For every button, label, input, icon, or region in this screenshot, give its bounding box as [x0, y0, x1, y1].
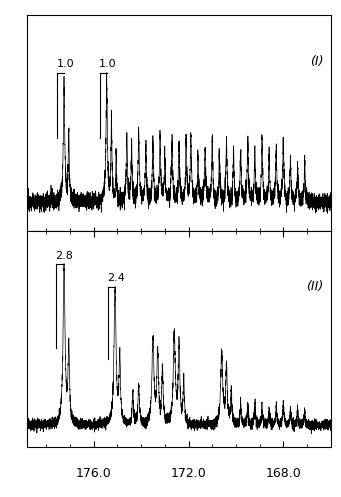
Text: 168.0: 168.0	[266, 467, 301, 480]
Text: 172.0: 172.0	[170, 467, 206, 480]
Text: 2.8: 2.8	[55, 251, 73, 261]
Text: 176.0: 176.0	[76, 467, 112, 480]
Text: 2.4: 2.4	[107, 273, 125, 283]
Text: (II): (II)	[307, 280, 324, 293]
Text: (I): (I)	[310, 55, 324, 68]
Text: 1.0: 1.0	[57, 59, 74, 69]
Text: 1.0: 1.0	[99, 59, 117, 69]
